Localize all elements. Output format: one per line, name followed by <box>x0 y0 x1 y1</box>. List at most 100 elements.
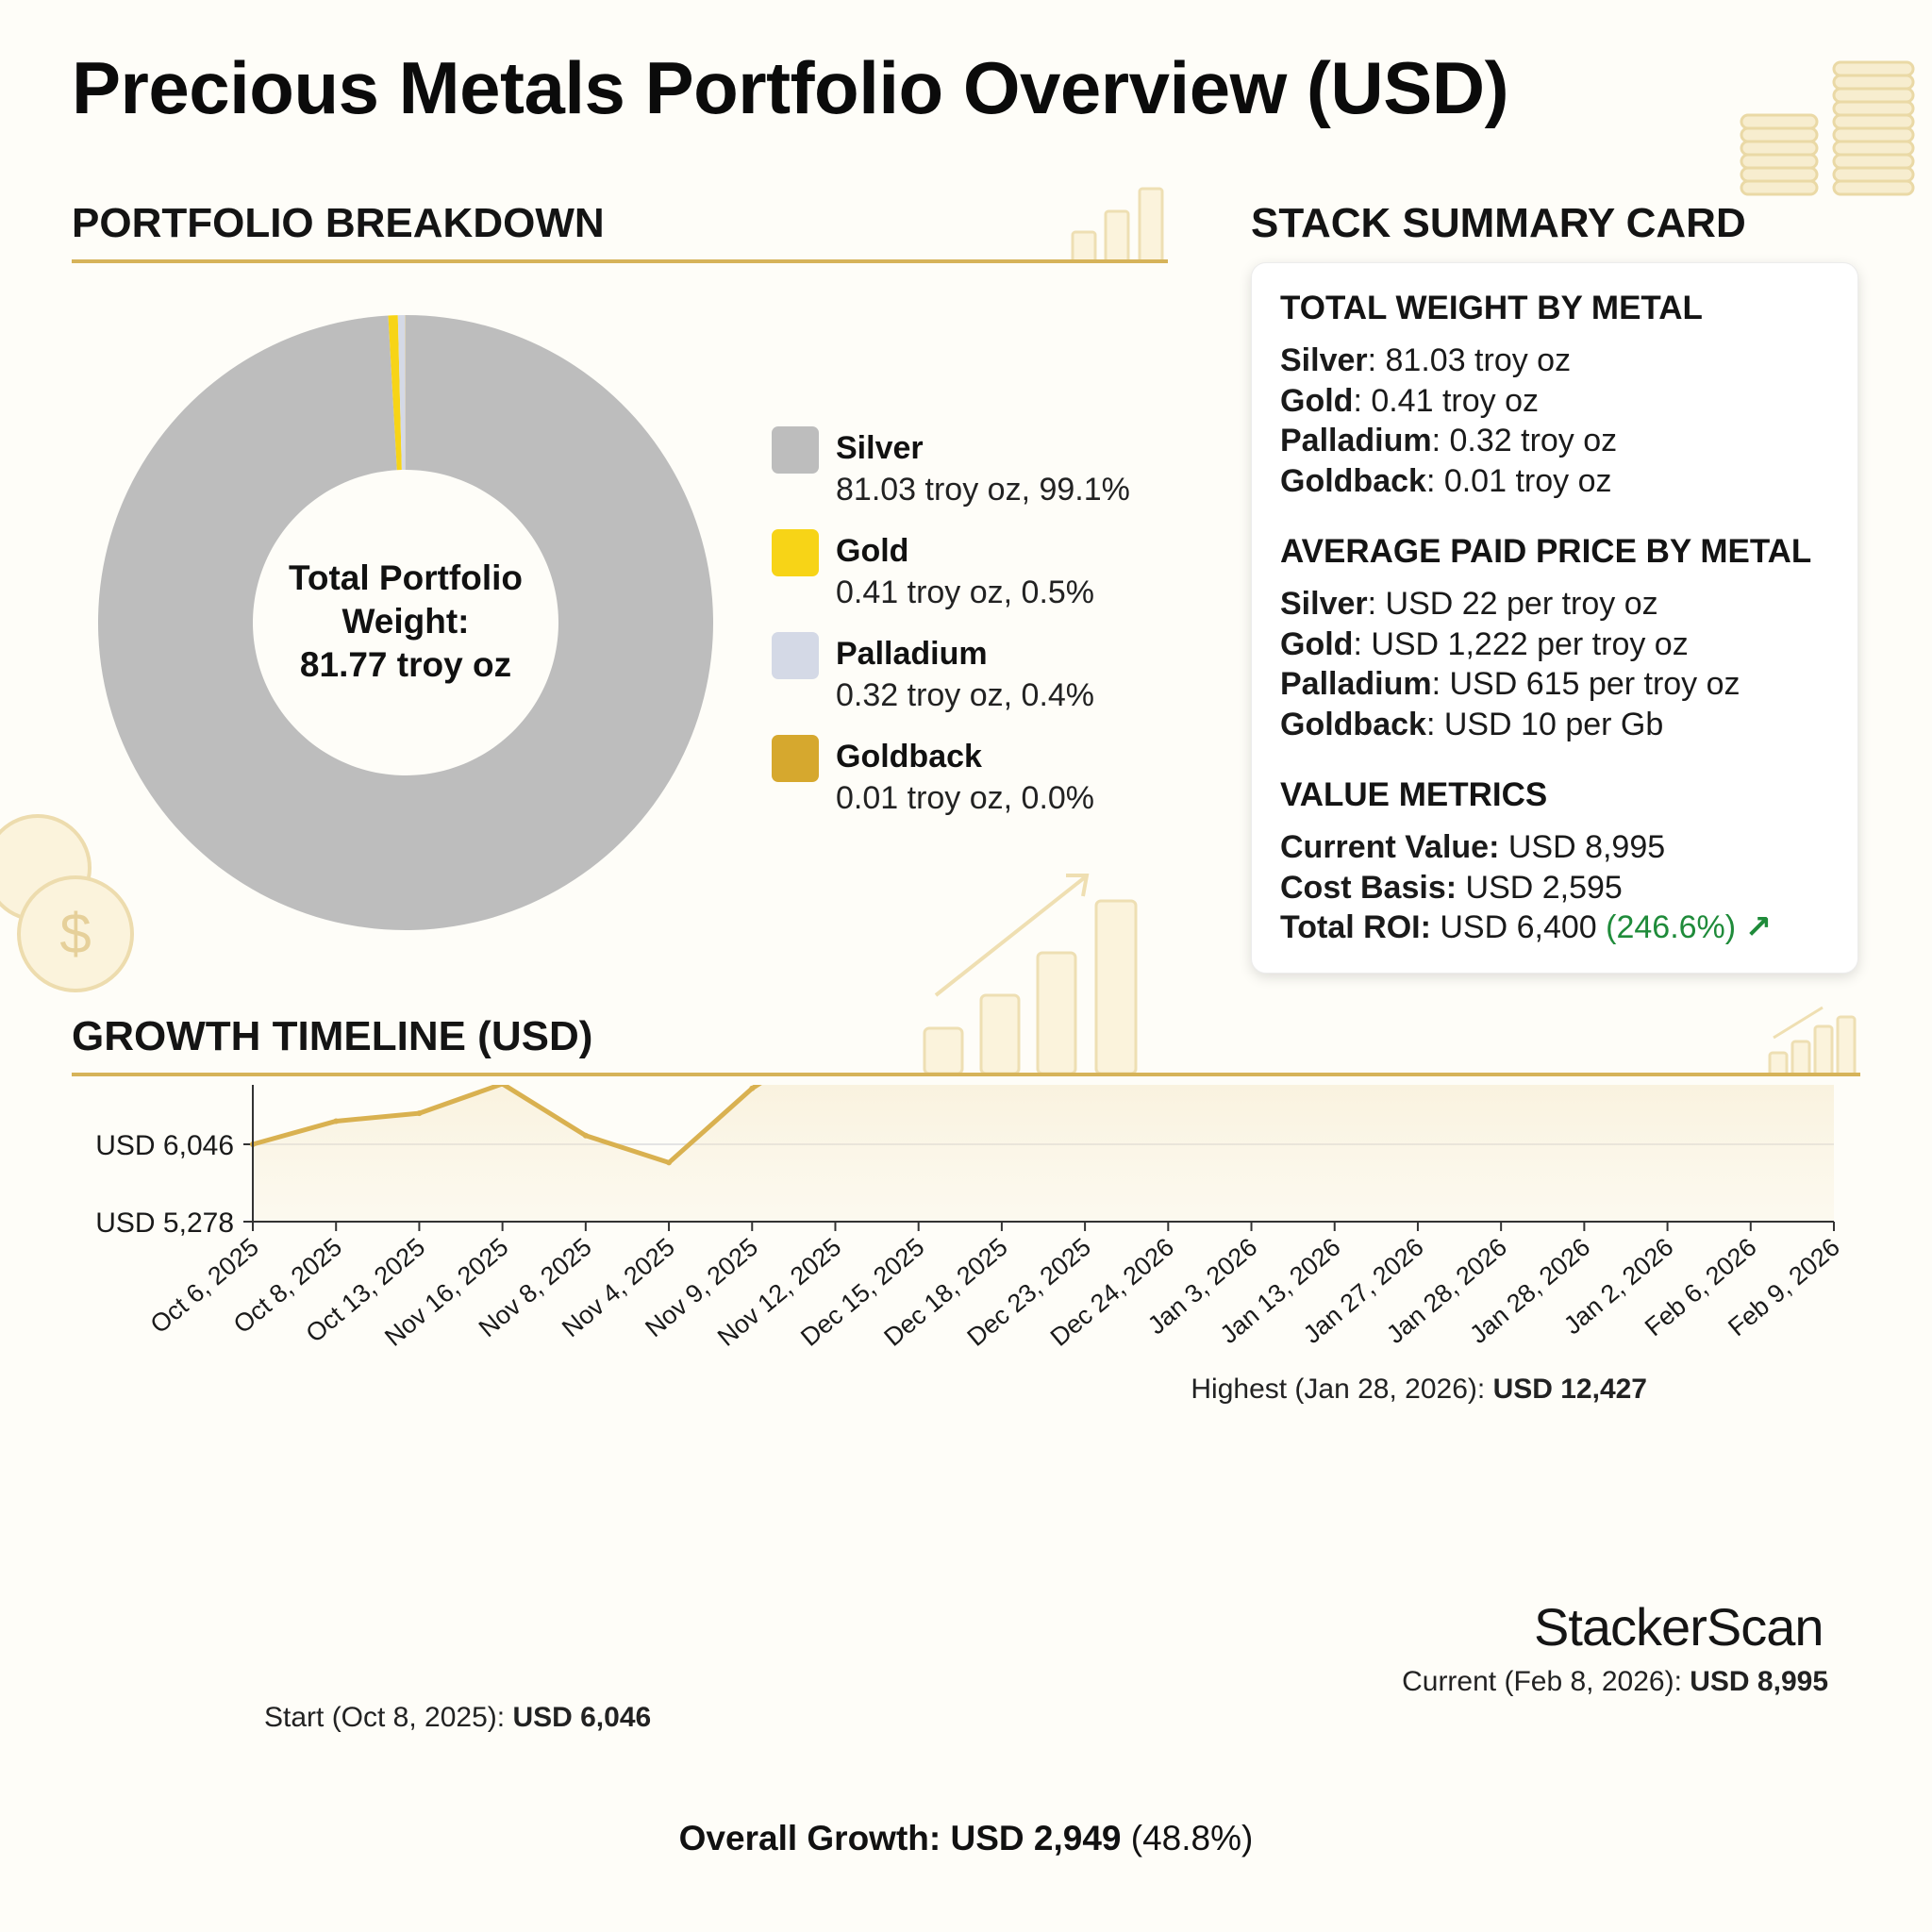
current-value: USD 8,995 <box>1507 829 1666 865</box>
annotation-value: USD 8,995 <box>1690 1666 1828 1697</box>
mini-growth-icon <box>1768 1006 1857 1075</box>
metal-value: : USD 10 per Gb <box>1425 706 1664 742</box>
area-fill <box>253 1085 1834 1222</box>
metal-value: : 0.41 troy oz <box>1353 382 1539 419</box>
annotation-prefix: Highest (Jan 28, 2026): <box>1191 1374 1492 1405</box>
data-point <box>666 1159 673 1166</box>
total-roi-percent: (246.6%) <box>1606 909 1737 945</box>
weight-row: Silver: 81.03 troy oz <box>1280 341 1857 381</box>
portfolio-donut-chart <box>98 315 713 930</box>
cost-basis-label: Cost Basis: <box>1280 869 1457 906</box>
coin-stack-icon <box>1740 60 1915 196</box>
annotation-prefix: Start (Oct 8, 2025): <box>264 1702 512 1733</box>
data-point <box>416 1110 423 1117</box>
metal-value: : USD 1,222 per troy oz <box>1353 625 1689 662</box>
legend-swatch-silver <box>772 426 819 474</box>
data-point <box>499 1085 506 1087</box>
growth-line <box>252 1085 762 1165</box>
annotation-prefix: Current (Feb 8, 2026): <box>1402 1666 1690 1697</box>
legend-item-palladium: Palladium 0.32 troy oz, 0.4% <box>772 630 1168 733</box>
cost-basis-value: USD 2,595 <box>1465 869 1623 906</box>
total-roi-value: USD 6,400 <box>1440 909 1597 945</box>
legend-item-silver: Silver 81.03 troy oz, 99.1% <box>772 425 1168 527</box>
price-row: Gold: USD 1,222 per troy oz <box>1280 625 1857 665</box>
metal-value: : 81.03 troy oz <box>1367 342 1572 378</box>
weight-row: Gold: 0.41 troy oz <box>1280 381 1857 422</box>
metal-label: Goldback <box>1280 462 1426 499</box>
legend-name: Gold <box>836 533 909 569</box>
donut-slice-silver <box>98 315 713 930</box>
weight-heading: TOTAL WEIGHT BY METAL <box>1280 290 1703 326</box>
metal-label: Goldback <box>1280 706 1426 742</box>
overall-growth: Overall Growth: USD 2,949 (48.8%) <box>0 1819 1932 1858</box>
breakdown-heading: PORTFOLIO BREAKDOWN <box>72 200 605 246</box>
price-heading: AVERAGE PAID PRICE BY METAL <box>1280 533 1812 570</box>
legend-swatch-goldback <box>772 735 819 782</box>
legend-item-goldback: Goldback 0.01 troy oz, 0.0% <box>772 733 1168 836</box>
value-heading: VALUE METRICS <box>1280 776 1548 813</box>
legend-detail: 0.32 troy oz, 0.4% <box>836 677 1095 713</box>
metal-label: Gold <box>1280 382 1354 419</box>
donut-slice-gold <box>388 315 402 471</box>
legend-detail: 0.01 troy oz, 0.0% <box>836 780 1095 816</box>
timeline-rule <box>72 1073 1860 1076</box>
donut-slice-palladium <box>397 315 406 471</box>
weight-row: Palladium: 0.32 troy oz <box>1280 421 1857 461</box>
current-value-label: Current Value: <box>1280 829 1500 865</box>
price-row: Silver: USD 22 per troy oz <box>1280 584 1857 625</box>
stack-summary-card: TOTAL WEIGHT BY METAL Silver: 81.03 troy… <box>1251 262 1858 974</box>
overall-growth-value: USD 2,949 <box>950 1819 1122 1857</box>
legend-swatch-gold <box>772 529 819 576</box>
price-row: Palladium: USD 615 per troy oz <box>1280 664 1857 705</box>
metal-value: : USD 22 per troy oz <box>1367 586 1658 622</box>
annotation: Highest (Jan 28, 2026): USD 12,427 <box>1191 1374 1647 1405</box>
metal-label: Palladium <box>1280 666 1432 702</box>
legend-name: Silver <box>836 430 924 466</box>
legend-swatch-palladium <box>772 632 819 679</box>
svg-text:$: $ <box>59 902 91 965</box>
legend-name: Palladium <box>836 636 988 672</box>
donut-legend: Silver 81.03 troy oz, 99.1% Gold 0.41 tr… <box>772 425 1168 836</box>
metal-label: Palladium <box>1280 423 1432 458</box>
y-tick-label: USD 6,046 <box>95 1130 234 1161</box>
donut-center-label: Total Portfolio Weight: 81.77 troy oz <box>250 557 561 687</box>
page-title: Precious Metals Portfolio Overview (USD) <box>72 46 1509 129</box>
metal-value: : 0.01 troy oz <box>1425 462 1612 499</box>
data-point <box>582 1132 589 1139</box>
growth-bars-icon <box>923 874 1138 1074</box>
price-group: AVERAGE PAID PRICE BY METAL Silver: USD … <box>1280 533 1857 744</box>
metal-value: : USD 615 per troy oz <box>1431 666 1740 702</box>
legend-detail: 81.03 troy oz, 99.1% <box>836 472 1130 508</box>
trend-up-icon: ↗ <box>1744 909 1773 945</box>
breakdown-rule <box>72 259 1168 263</box>
weight-row: Goldback: 0.01 troy oz <box>1280 461 1857 502</box>
current-value-row: Current Value: USD 8,995 <box>1280 827 1857 868</box>
y-tick-label: USD 5,278 <box>95 1208 234 1239</box>
brand-logo: StackerScan <box>1534 1597 1824 1657</box>
coins-dollar-icon: $ <box>0 814 134 992</box>
annotation: Current (Feb 8, 2026): USD 8,995 <box>1402 1666 1828 1697</box>
annotation: Start (Oct 8, 2025): USD 6,046 <box>264 1702 651 1733</box>
overall-growth-percent: (48.8%) <box>1130 1819 1254 1857</box>
metal-label: Silver <box>1280 586 1368 622</box>
cost-basis-row: Cost Basis: USD 2,595 <box>1280 868 1857 908</box>
donut-center-line1: Total Portfolio <box>289 558 523 597</box>
annotation-value: USD 12,427 <box>1493 1374 1647 1405</box>
metal-value: : 0.32 troy oz <box>1431 423 1618 458</box>
legend-detail: 0.41 troy oz, 0.5% <box>836 575 1095 610</box>
overall-growth-label: Overall Growth: <box>678 1819 941 1857</box>
y-tick-label: USD 7,200 <box>95 1085 234 1086</box>
value-group: VALUE METRICS Current Value: USD 8,995 C… <box>1280 776 1857 948</box>
total-roi-label: Total ROI: <box>1280 909 1431 945</box>
legend-name: Goldback <box>836 739 982 774</box>
timeline-heading: GROWTH TIMELINE (USD) <box>72 1013 593 1059</box>
annotation-value: USD 6,046 <box>512 1702 651 1733</box>
legend-item-gold: Gold 0.41 troy oz, 0.5% <box>772 527 1168 630</box>
data-point <box>333 1118 340 1124</box>
summary-heading: STACK SUMMARY CARD <box>1251 200 1746 246</box>
data-point <box>749 1085 756 1091</box>
metal-label: Gold <box>1280 625 1354 662</box>
mini-bars-icon <box>1071 187 1164 262</box>
metal-label: Silver <box>1280 342 1368 378</box>
